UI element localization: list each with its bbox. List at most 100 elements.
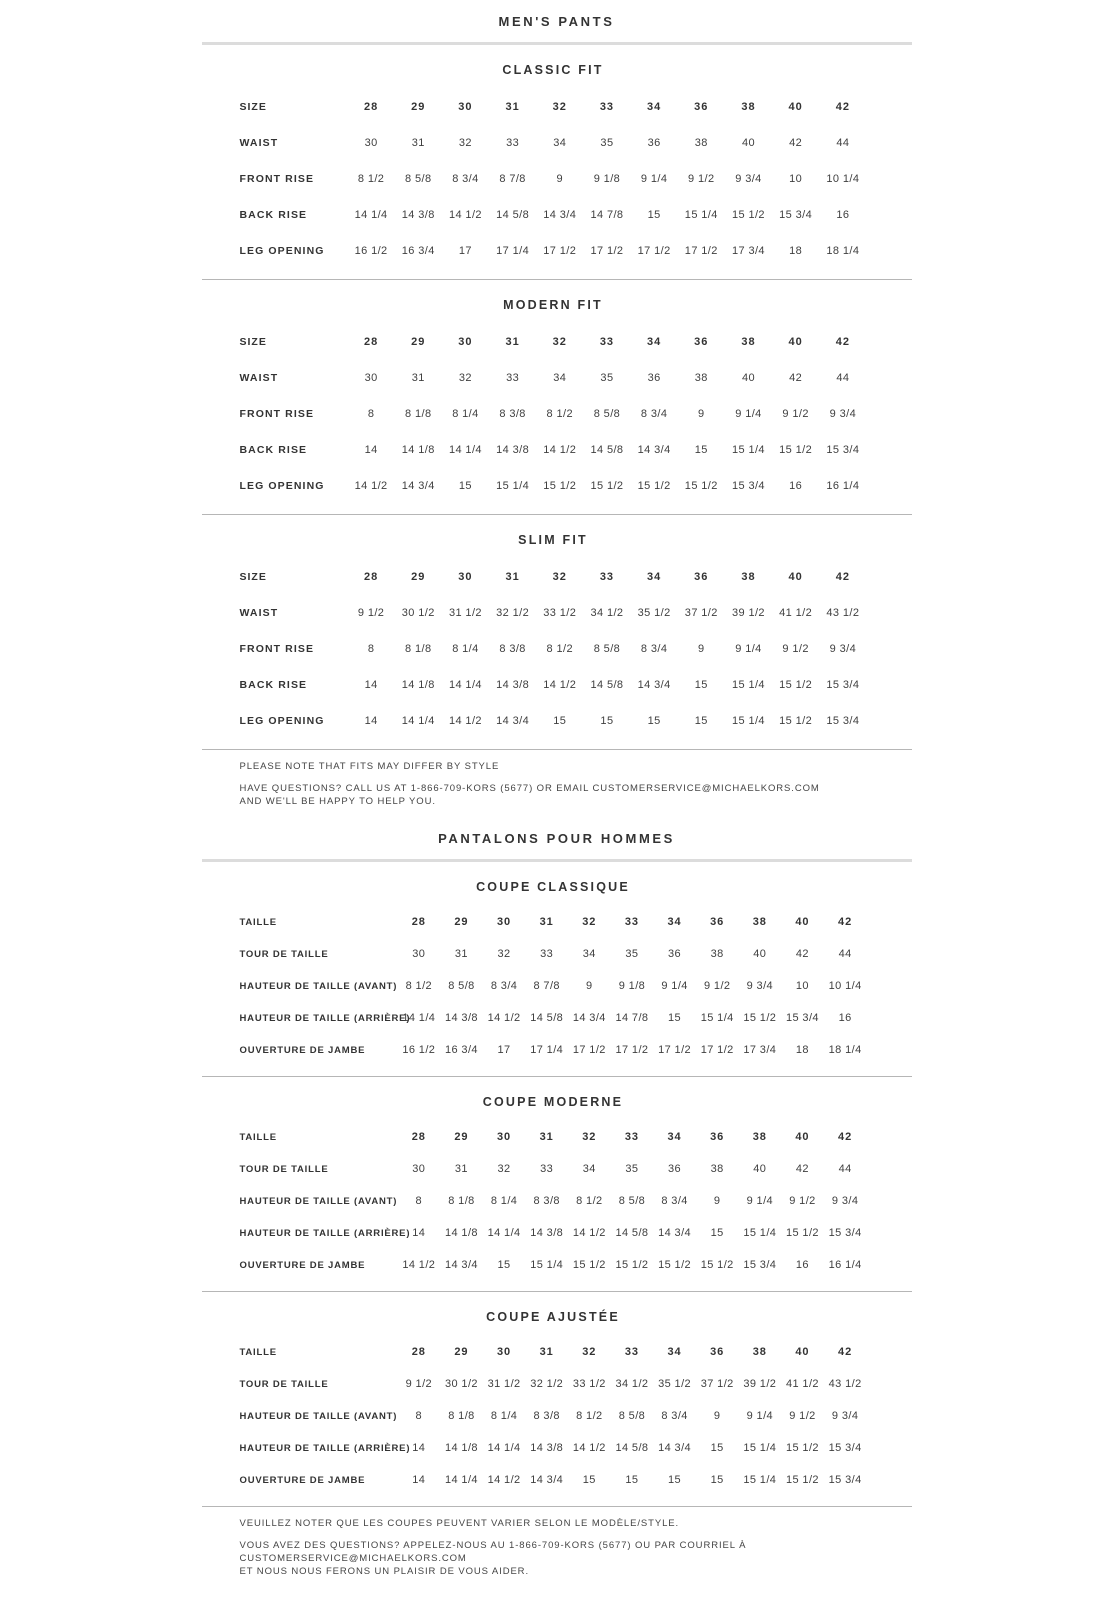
size-cell: 33 1/2 [543,607,577,619]
size-cell: 14 1/4 [487,1442,521,1454]
size-cell: 30 [458,571,473,583]
size-cell: 8 1/2 [576,1410,603,1422]
size-cell: 37 1/2 [700,1378,734,1390]
size-cell: 32 [582,916,597,928]
size-cell: 42 [835,336,850,348]
size-cell: 44 [838,948,852,960]
size-cell: 31 [539,1131,554,1143]
size-table: TAILLE 28 29 30 31 32 33 34 36 38 40 42 TOUR DE TAIL… [240,1121,867,1281]
table-row: HAUTEUR DE TAILLE (ARRIÈRE) 14 14 1/8 14 1/… [240,1432,867,1464]
size-cell: 32 [497,948,511,960]
size-cell: 42 [838,916,853,928]
size-cell: 14 3/4 [637,679,671,691]
size-cell: 8 3/4 [452,173,479,185]
size-cell: 34 [646,336,662,348]
size-cell: 15 1/4 [743,1227,777,1239]
size-cell: 18 [789,245,803,257]
footnote: VOUS AVEZ DES QUESTIONS? APPELEZ-NOUS AU… [239,1540,747,1577]
size-cell: 15 3/4 [828,1442,862,1454]
size-cell: 36 [694,336,709,348]
size-cell: 30 [496,1346,512,1358]
row-label: SIZE [239,101,267,113]
row-label: HAUTEUR DE TAILLE (ARRIÈRE) [239,1227,411,1239]
size-cell: 39 1/2 [743,1378,777,1390]
size-cell: 30 [412,1163,426,1175]
size-cell: 33 [624,1131,640,1143]
row-label: HAUTEUR DE TAILLE (AVANT) [239,1195,398,1207]
size-cell: 8 3/8 [499,643,526,655]
size-cell: 32 [458,372,472,384]
size-cell: 9 1/2 [703,980,731,992]
size-cell: 15 3/4 [828,1474,862,1486]
table-row: TOUR DE TAILLE 30 31 32 33 34 35 36 38 40 42 44 [240,1153,867,1185]
size-cell: 14 1/2 [572,1442,606,1454]
size-cell: 40 [741,372,755,384]
table-row: HAUTEUR DE TAILLE (AVANT) 8 1/2 8 5/8 8 3/4… [240,970,867,1002]
divider-thin [201,749,912,750]
table-row: OUVERTURE DE JAMBE 14 14 1/4 14 1/2 14 3/4 15… [240,1464,867,1496]
row-label: HAUTEUR DE TAILLE (AVANT) [239,1410,398,1422]
size-cell: 40 [788,571,803,583]
size-cell: 36 [710,1346,725,1358]
table-row: SIZE 28 29 30 31 32 33 34 36 38 40 42 [240,324,867,360]
divider-thin [201,514,912,515]
size-cell: 32 [582,1346,597,1358]
section-heading: COUPE AJUSTÉE [486,1310,620,1324]
size-cell: 40 [788,101,803,113]
size-table: SIZE 28 29 30 31 32 33 34 36 38 40 42 WAIST 30 31 32 33 3… [240,89,867,269]
size-cell: 34 1/2 [590,607,624,619]
size-cell: 16 [836,209,850,221]
size-cell: 30 [458,101,473,113]
size-cell: 14 3/4 [444,1259,478,1271]
size-cell: 15 1/2 [543,480,577,492]
size-cell: 33 [599,571,615,583]
size-cell: 36 [647,372,661,384]
size-cell: 15 [582,1474,596,1486]
size-cell: 8 [415,1195,423,1207]
row-label: SIZE [239,571,267,583]
size-cell: 30 1/2 [401,607,435,619]
section-coupe-moderne: COUPE MODERNE TAILLE 28 29 30 31 32 33 34 36 38 40 4… [202,1077,912,1291]
section-modern-fit: MODERN FIT SIZE 28 29 30 31 32 33 34 36 38 40 42 WAIS… [202,280,912,514]
table-row: TAILLE 28 29 30 31 32 33 34 36 38 40 42 [240,906,867,938]
size-cell: 40 [795,916,810,928]
size-cell: 14 5/8 [496,209,530,221]
section-slim-fit: SLIM FIT SIZE 28 29 30 31 32 33 34 36 38 40 42 WAIST 9… [202,515,912,749]
size-cell: 8 [367,408,375,420]
row-label: SIZE [239,336,267,348]
table-row: WAIST 9 1/2 30 1/2 31 1/2 32 1/2 33 1/2 34 1/2… [240,595,867,631]
size-cell: 9 1/2 [789,1195,816,1207]
size-cell: 29 [411,101,426,113]
size-cell: 14 3/8 [530,1442,564,1454]
size-cell: 40 [741,137,755,149]
size-cell: 14 1/2 [402,1259,436,1271]
size-cell: 42 [838,1346,853,1358]
size-cell: 8 [367,643,375,655]
size-cell: 8 1/8 [448,1410,475,1422]
row-label: TAILLE [239,1131,277,1143]
table-row: TOUR DE TAILLE 9 1/2 30 1/2 31 1/2 32 1/2 33 … [240,1368,867,1400]
size-cell: 33 1/2 [572,1378,606,1390]
size-cell: 34 [582,1163,596,1175]
size-cell: 15 1/2 [637,480,671,492]
size-cell: 8 1/4 [452,408,479,420]
size-cell: 15 [694,679,708,691]
size-cell: 16 [838,1012,852,1024]
size-cell: 9 3/4 [829,643,857,655]
size-cell: 31 [454,948,468,960]
size-cell: 28 [363,101,379,113]
size-cell: 15 3/4 [743,1259,777,1271]
size-cell: 40 [753,948,767,960]
size-cell: 9 1/4 [746,1195,774,1207]
size-cell: 15 1/4 [700,1012,734,1024]
size-cell: 9 [713,1410,721,1422]
table-row: BACK RISE 14 14 1/8 14 1/4 14 3/8 14 1/2 14 5/… [240,432,867,468]
size-cell: 38 [741,336,756,348]
size-cell: 9 [698,408,705,420]
row-label: TOUR DE TAILLE [239,1378,329,1390]
size-cell: 44 [836,137,850,149]
size-cell: 36 [710,1131,725,1143]
size-cell: 39 1/2 [731,607,765,619]
size-cell: 30 [412,948,426,960]
size-cell: 15 [668,1012,682,1024]
